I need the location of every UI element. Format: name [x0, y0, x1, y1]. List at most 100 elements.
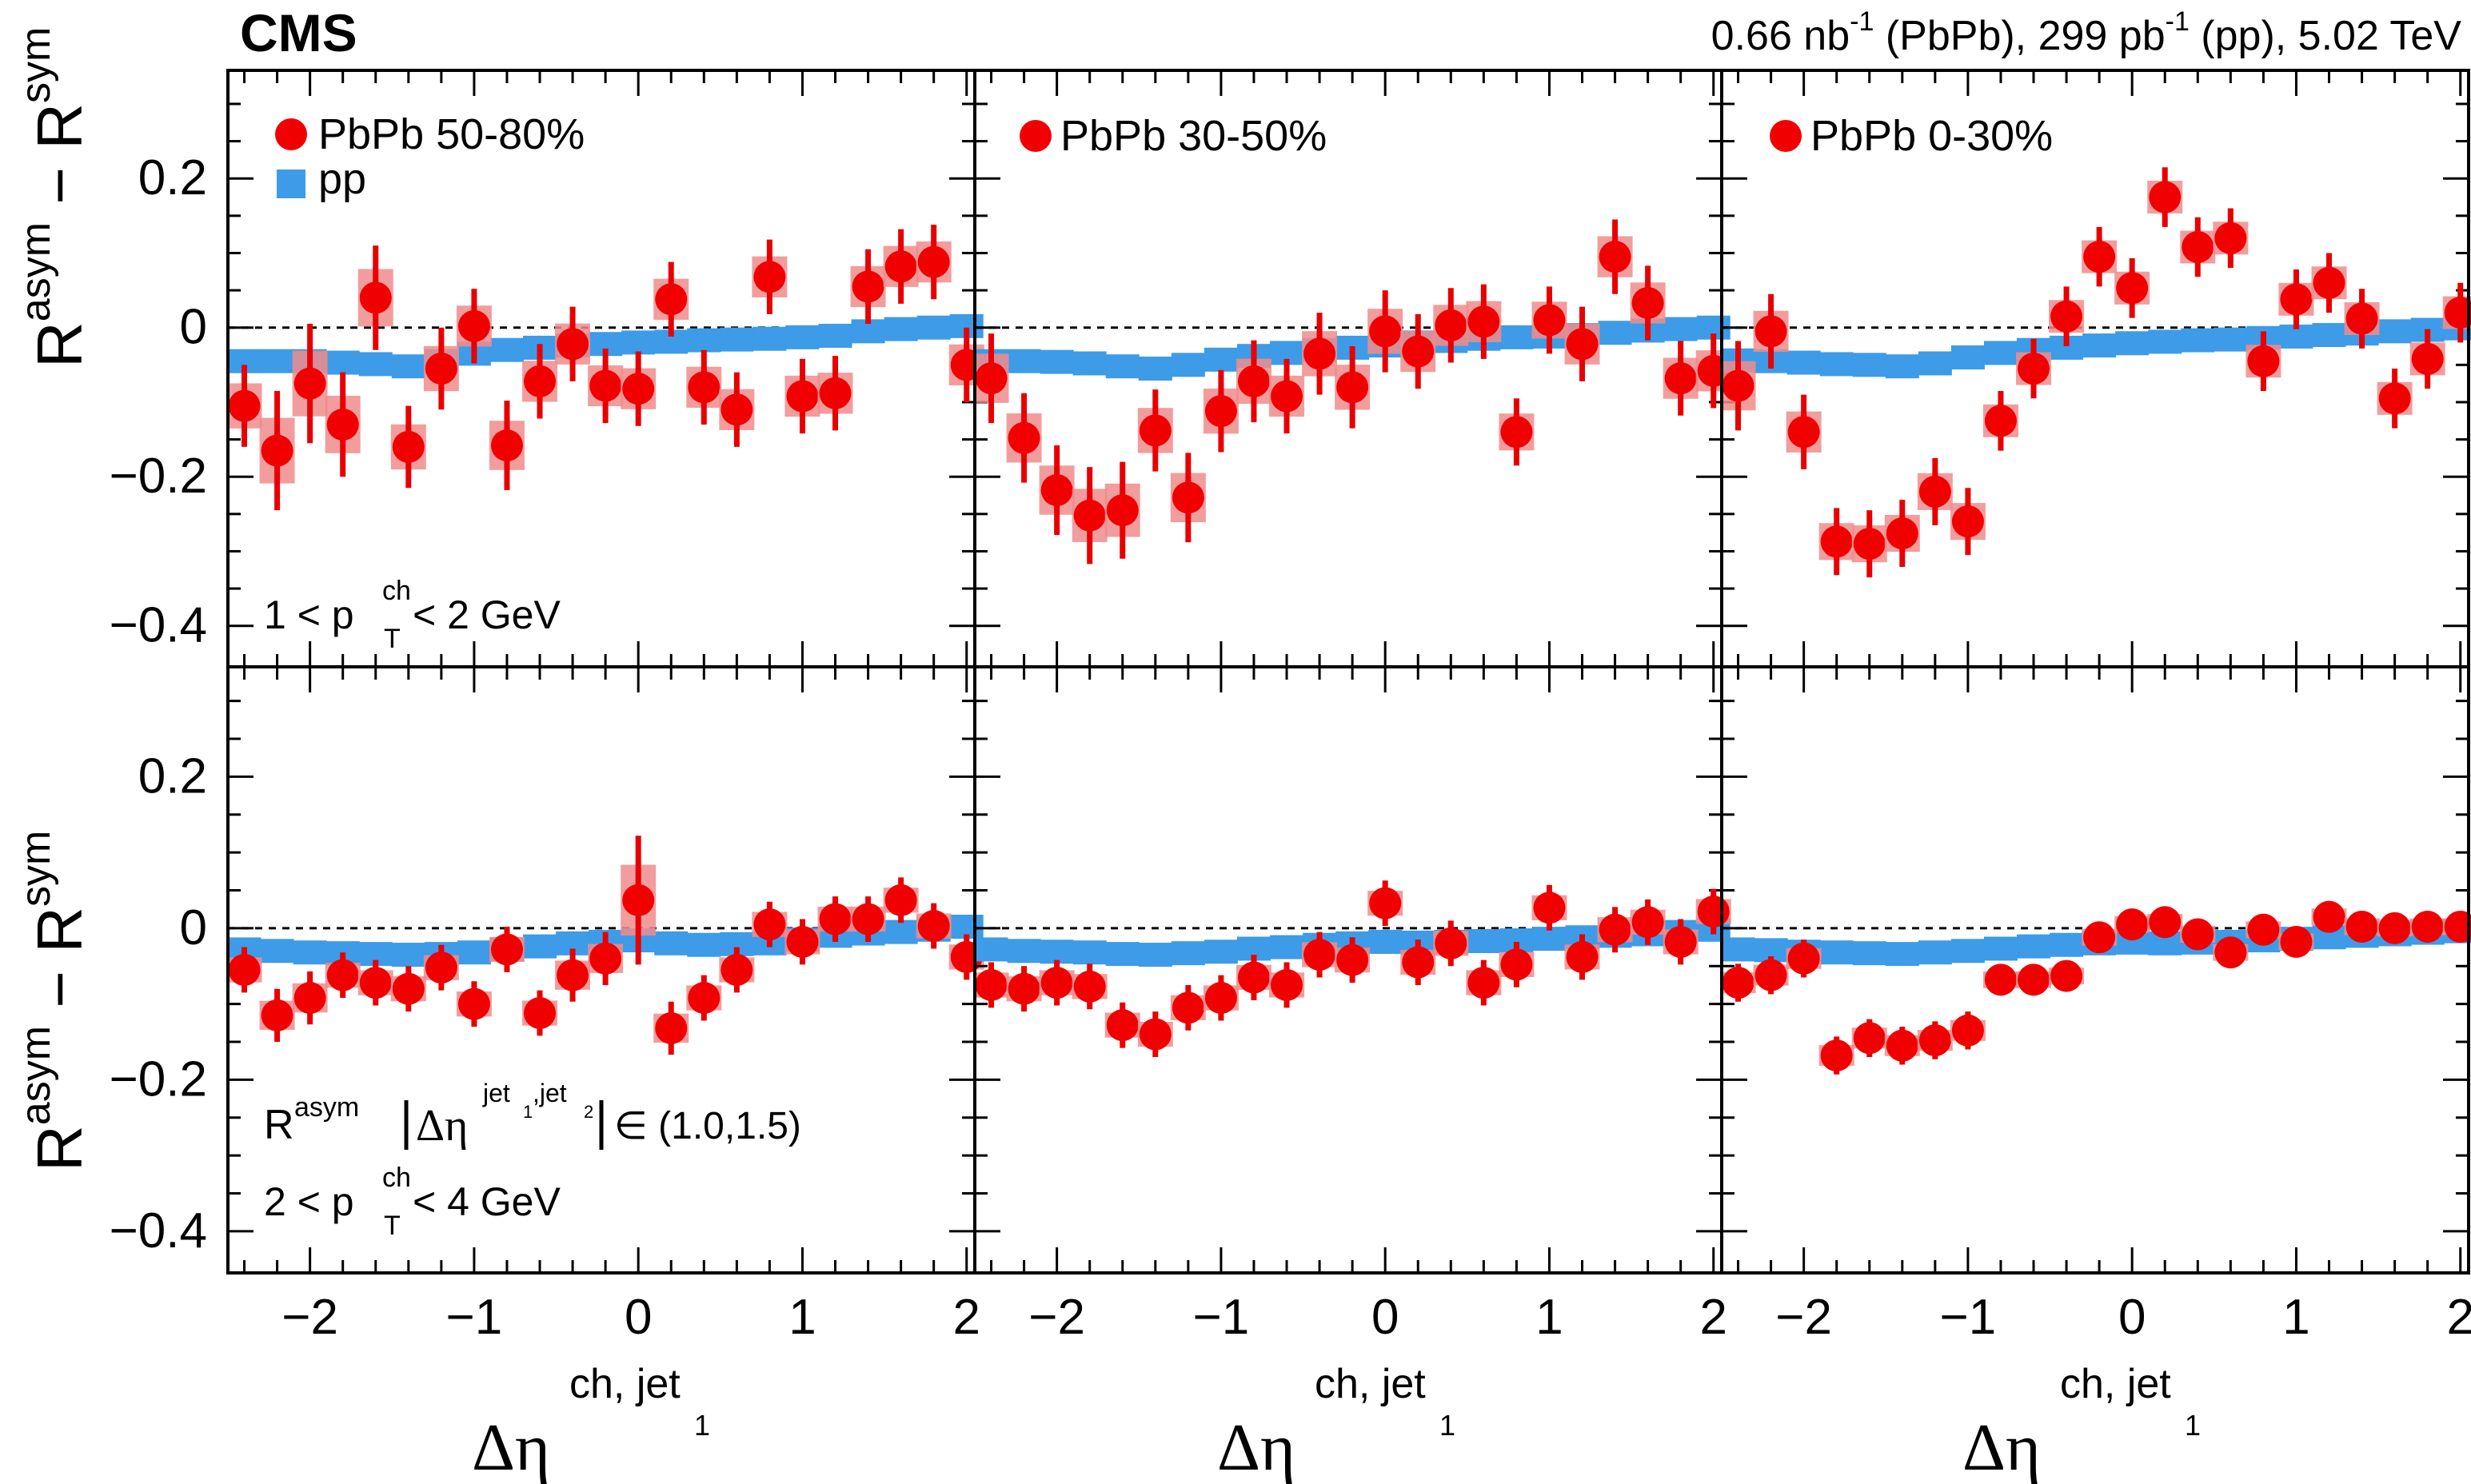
pbpb-point	[1467, 967, 1500, 999]
panel-r2-c3: −2 −1 0 1 2	[1720, 665, 2471, 1345]
pbpb-point	[2214, 936, 2247, 969]
legend-pp-marker	[277, 170, 305, 198]
pbpb-point	[1951, 1014, 1984, 1047]
x-tick-label: 1	[2282, 1290, 2309, 1345]
legend-pbpb-marker-col2	[1020, 120, 1052, 152]
pp-point	[1852, 353, 1886, 377]
legend: PbPb 50-80% pp	[275, 110, 585, 203]
pbpb-point	[1040, 967, 1073, 999]
pbpb-point	[2018, 353, 2050, 385]
pbpb-point	[1787, 416, 1820, 449]
legend-pbpb-0-30: PbPb 0-30%	[1810, 112, 2053, 160]
pp-point	[2115, 331, 2150, 356]
pbpb-point	[557, 328, 589, 361]
pp-point	[1467, 928, 1501, 953]
pbpb-point	[917, 245, 950, 278]
pbpb-point	[2247, 913, 2280, 946]
pbpb-point	[819, 377, 852, 409]
pbpb-point	[2050, 959, 2083, 992]
pbpb-point	[688, 982, 721, 1015]
pt-bin-label-row1: 1 < p ch T < 2 GeV	[264, 576, 561, 654]
pbpb-point	[2182, 918, 2214, 951]
pp-point	[1983, 936, 2018, 961]
pbpb-point	[2411, 910, 2444, 943]
pbpb-point	[2280, 283, 2313, 316]
pp-point	[1171, 941, 1205, 966]
pbpb-point	[392, 430, 425, 463]
x-tick-label: −2	[1775, 1290, 1832, 1345]
pbpb-point	[1500, 948, 1533, 981]
pbpb-point	[1008, 421, 1040, 454]
svg-text:ch, jet: ch, jet	[1315, 1361, 1426, 1407]
pbpb-point	[1533, 304, 1566, 337]
pbpb-point	[1722, 967, 1754, 999]
y-tick-label: −0.4	[110, 598, 207, 653]
pbpb-point	[1303, 939, 1336, 971]
x-tick-label: 2	[2446, 1290, 2471, 1345]
pp-point	[260, 939, 294, 963]
pbpb-point	[1040, 473, 1073, 506]
pp-point	[489, 337, 524, 362]
pbpb-point	[2444, 297, 2471, 329]
pbpb-point	[1435, 927, 1467, 959]
pbpb-point	[1204, 982, 1237, 1015]
panel-r1-c2	[973, 69, 1731, 668]
pbpb-point	[1754, 315, 1787, 348]
svg-text:1: 1	[1439, 1409, 1455, 1442]
y-tick-label: −0.2	[110, 449, 207, 504]
pbpb-point	[2149, 181, 2182, 213]
pp-point	[1852, 941, 1886, 966]
pbpb-point	[2444, 910, 2471, 943]
x-tick-label: 0	[1371, 1290, 1399, 1345]
pbpb-point	[1073, 970, 1106, 1003]
pp-point	[1885, 942, 1919, 967]
y-tick-label: 0.2	[138, 748, 207, 804]
pbpb-point	[2378, 382, 2411, 415]
pbpb-point	[589, 942, 622, 975]
pbpb-point	[884, 250, 917, 283]
svg-text:ch: ch	[382, 1163, 411, 1193]
pbpb-point	[1631, 286, 1664, 319]
pbpb-point	[2313, 900, 2345, 933]
pbpb-point	[753, 908, 786, 941]
pbpb-point	[425, 951, 457, 984]
pbpb-point	[1631, 906, 1664, 939]
x-tick-label: 2	[952, 1290, 980, 1345]
legend-pbpb-30-50: PbPb 30-50%	[1060, 112, 1327, 160]
svg-text:R: R	[264, 1102, 294, 1148]
pbpb-point	[2083, 921, 2116, 954]
panel-r1-c3	[1720, 69, 2471, 668]
legend-pbpb-50-80: PbPb 50-80%	[318, 110, 585, 158]
pbpb-point	[261, 999, 293, 1031]
pp-point	[457, 940, 491, 965]
svg-text:∈ (1.0,1.5): ∈ (1.0,1.5)	[614, 1105, 801, 1147]
pp-point	[818, 323, 852, 348]
pbpb-point	[589, 369, 622, 402]
y-tick-label: 0	[180, 900, 207, 955]
deta-label-row2: R asym Δη jet 1 ,jet 2 ∈ (1.0,1.5)	[264, 1079, 801, 1151]
pbpb-point	[1951, 505, 1984, 538]
y-tick-label: 0.2	[138, 150, 207, 205]
pbpb-point	[457, 309, 490, 342]
pp-point	[260, 349, 294, 373]
pbpb-point	[1402, 946, 1435, 979]
pbpb-point	[1886, 517, 1918, 550]
y-axis-title-top: Rasym − Rsym	[13, 27, 95, 368]
pbpb-point	[786, 380, 819, 413]
svg-text:T: T	[384, 1211, 401, 1241]
svg-text:Δη: Δη	[1962, 1410, 2041, 1484]
pbpb-point	[2214, 221, 2247, 254]
pbpb-point	[326, 408, 359, 441]
pp-point	[1072, 351, 1107, 376]
pp-point	[391, 943, 425, 967]
pbpb-point	[1073, 499, 1106, 532]
pbpb-point	[1500, 416, 1533, 449]
pp-point	[1138, 943, 1172, 967]
pp-point	[1983, 341, 2018, 365]
pp-point	[654, 931, 689, 955]
pbpb-point	[228, 389, 261, 422]
pp-point	[687, 932, 721, 957]
pp-point	[358, 352, 393, 377]
pbpb-point	[1918, 475, 1951, 508]
svg-text:Δη: Δη	[472, 1410, 550, 1484]
